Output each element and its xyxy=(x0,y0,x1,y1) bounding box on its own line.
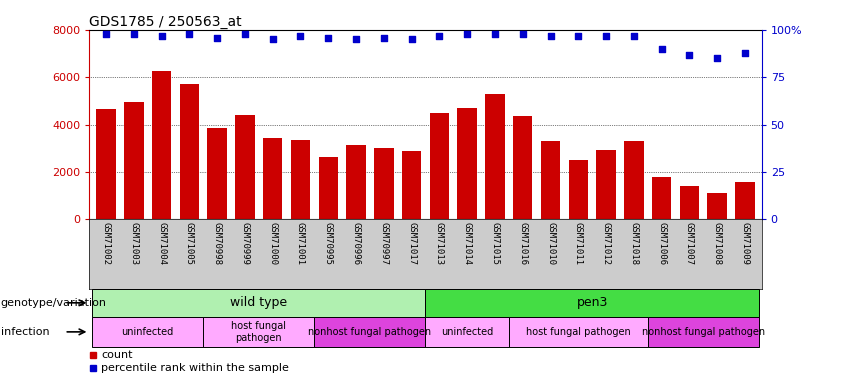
Bar xyxy=(208,128,227,219)
Text: GSM71013: GSM71013 xyxy=(435,222,444,265)
Point xyxy=(127,31,140,37)
Text: percentile rank within the sample: percentile rank within the sample xyxy=(101,363,289,373)
Bar xyxy=(263,138,283,219)
Bar xyxy=(485,94,505,219)
Text: GSM71000: GSM71000 xyxy=(268,222,277,265)
Point xyxy=(654,46,668,52)
Point xyxy=(627,33,641,39)
Bar xyxy=(92,289,426,317)
Bar xyxy=(402,151,421,219)
Point xyxy=(155,33,168,39)
Text: infection: infection xyxy=(1,327,49,337)
Bar xyxy=(151,71,171,219)
Text: GSM71007: GSM71007 xyxy=(685,222,694,265)
Point xyxy=(572,33,585,39)
Bar xyxy=(513,116,533,219)
Text: GSM71001: GSM71001 xyxy=(296,222,305,265)
Text: wild type: wild type xyxy=(231,296,288,309)
Text: GSM71008: GSM71008 xyxy=(712,222,722,265)
Bar xyxy=(568,160,588,219)
Bar xyxy=(458,108,477,219)
Text: GSM71015: GSM71015 xyxy=(490,222,500,265)
Text: count: count xyxy=(101,350,133,360)
Point xyxy=(488,31,502,37)
Point xyxy=(544,33,557,39)
Text: GSM71005: GSM71005 xyxy=(185,222,194,265)
Bar xyxy=(291,140,311,219)
Point xyxy=(405,36,419,42)
Text: host fungal
pathogen: host fungal pathogen xyxy=(231,321,286,343)
Bar xyxy=(430,113,449,219)
Text: GSM71010: GSM71010 xyxy=(546,222,555,265)
Bar xyxy=(96,109,116,219)
Text: GSM71018: GSM71018 xyxy=(630,222,638,265)
Text: GSM71009: GSM71009 xyxy=(740,222,750,265)
Text: GSM71012: GSM71012 xyxy=(602,222,610,265)
Text: GSM71003: GSM71003 xyxy=(129,222,139,265)
Bar xyxy=(346,145,366,219)
Bar xyxy=(426,317,509,347)
Text: GSM70996: GSM70996 xyxy=(351,222,361,265)
Bar xyxy=(597,150,616,219)
Text: GSM71004: GSM71004 xyxy=(157,222,166,265)
Text: genotype/variation: genotype/variation xyxy=(1,298,107,308)
Text: GSM70997: GSM70997 xyxy=(380,222,388,265)
Bar xyxy=(203,317,314,347)
Point xyxy=(210,34,224,40)
Bar xyxy=(624,141,643,219)
Bar xyxy=(735,182,755,219)
Bar xyxy=(648,317,759,347)
Text: GSM71006: GSM71006 xyxy=(657,222,666,265)
Bar xyxy=(374,148,393,219)
Bar xyxy=(318,157,338,219)
Text: pen3: pen3 xyxy=(576,296,608,309)
Text: GSM71011: GSM71011 xyxy=(574,222,583,265)
Bar xyxy=(426,289,759,317)
Text: GDS1785 / 250563_at: GDS1785 / 250563_at xyxy=(89,15,242,29)
Text: GSM71016: GSM71016 xyxy=(518,222,528,265)
Bar xyxy=(540,141,560,219)
Bar xyxy=(235,115,254,219)
Point xyxy=(322,34,335,40)
Bar xyxy=(92,317,203,347)
Bar xyxy=(707,194,727,219)
Text: GSM70995: GSM70995 xyxy=(323,222,333,265)
Text: host fungal pathogen: host fungal pathogen xyxy=(526,327,631,337)
Point xyxy=(460,31,474,37)
Text: nonhost fungal pathogen: nonhost fungal pathogen xyxy=(308,327,431,337)
Text: uninfected: uninfected xyxy=(441,327,494,337)
Text: uninfected: uninfected xyxy=(122,327,174,337)
Text: GSM70999: GSM70999 xyxy=(241,222,249,265)
Point xyxy=(377,34,391,40)
Point xyxy=(711,56,724,62)
Bar xyxy=(314,317,426,347)
Point xyxy=(738,50,751,56)
Point xyxy=(266,36,279,42)
Point xyxy=(516,31,529,37)
Bar xyxy=(124,102,144,219)
Bar xyxy=(509,317,648,347)
Text: GSM70998: GSM70998 xyxy=(213,222,221,265)
Point xyxy=(238,31,252,37)
Text: GSM71017: GSM71017 xyxy=(407,222,416,265)
Bar xyxy=(680,186,700,219)
Point xyxy=(100,31,113,37)
Bar xyxy=(652,177,671,219)
Point xyxy=(683,52,696,58)
Text: GSM71002: GSM71002 xyxy=(101,222,111,265)
Point xyxy=(183,31,197,37)
Point xyxy=(349,36,363,42)
Point xyxy=(294,33,307,39)
Point xyxy=(432,33,446,39)
Text: nonhost fungal pathogen: nonhost fungal pathogen xyxy=(642,327,765,337)
Point xyxy=(599,33,613,39)
Bar xyxy=(180,84,199,219)
Text: GSM71014: GSM71014 xyxy=(463,222,471,265)
